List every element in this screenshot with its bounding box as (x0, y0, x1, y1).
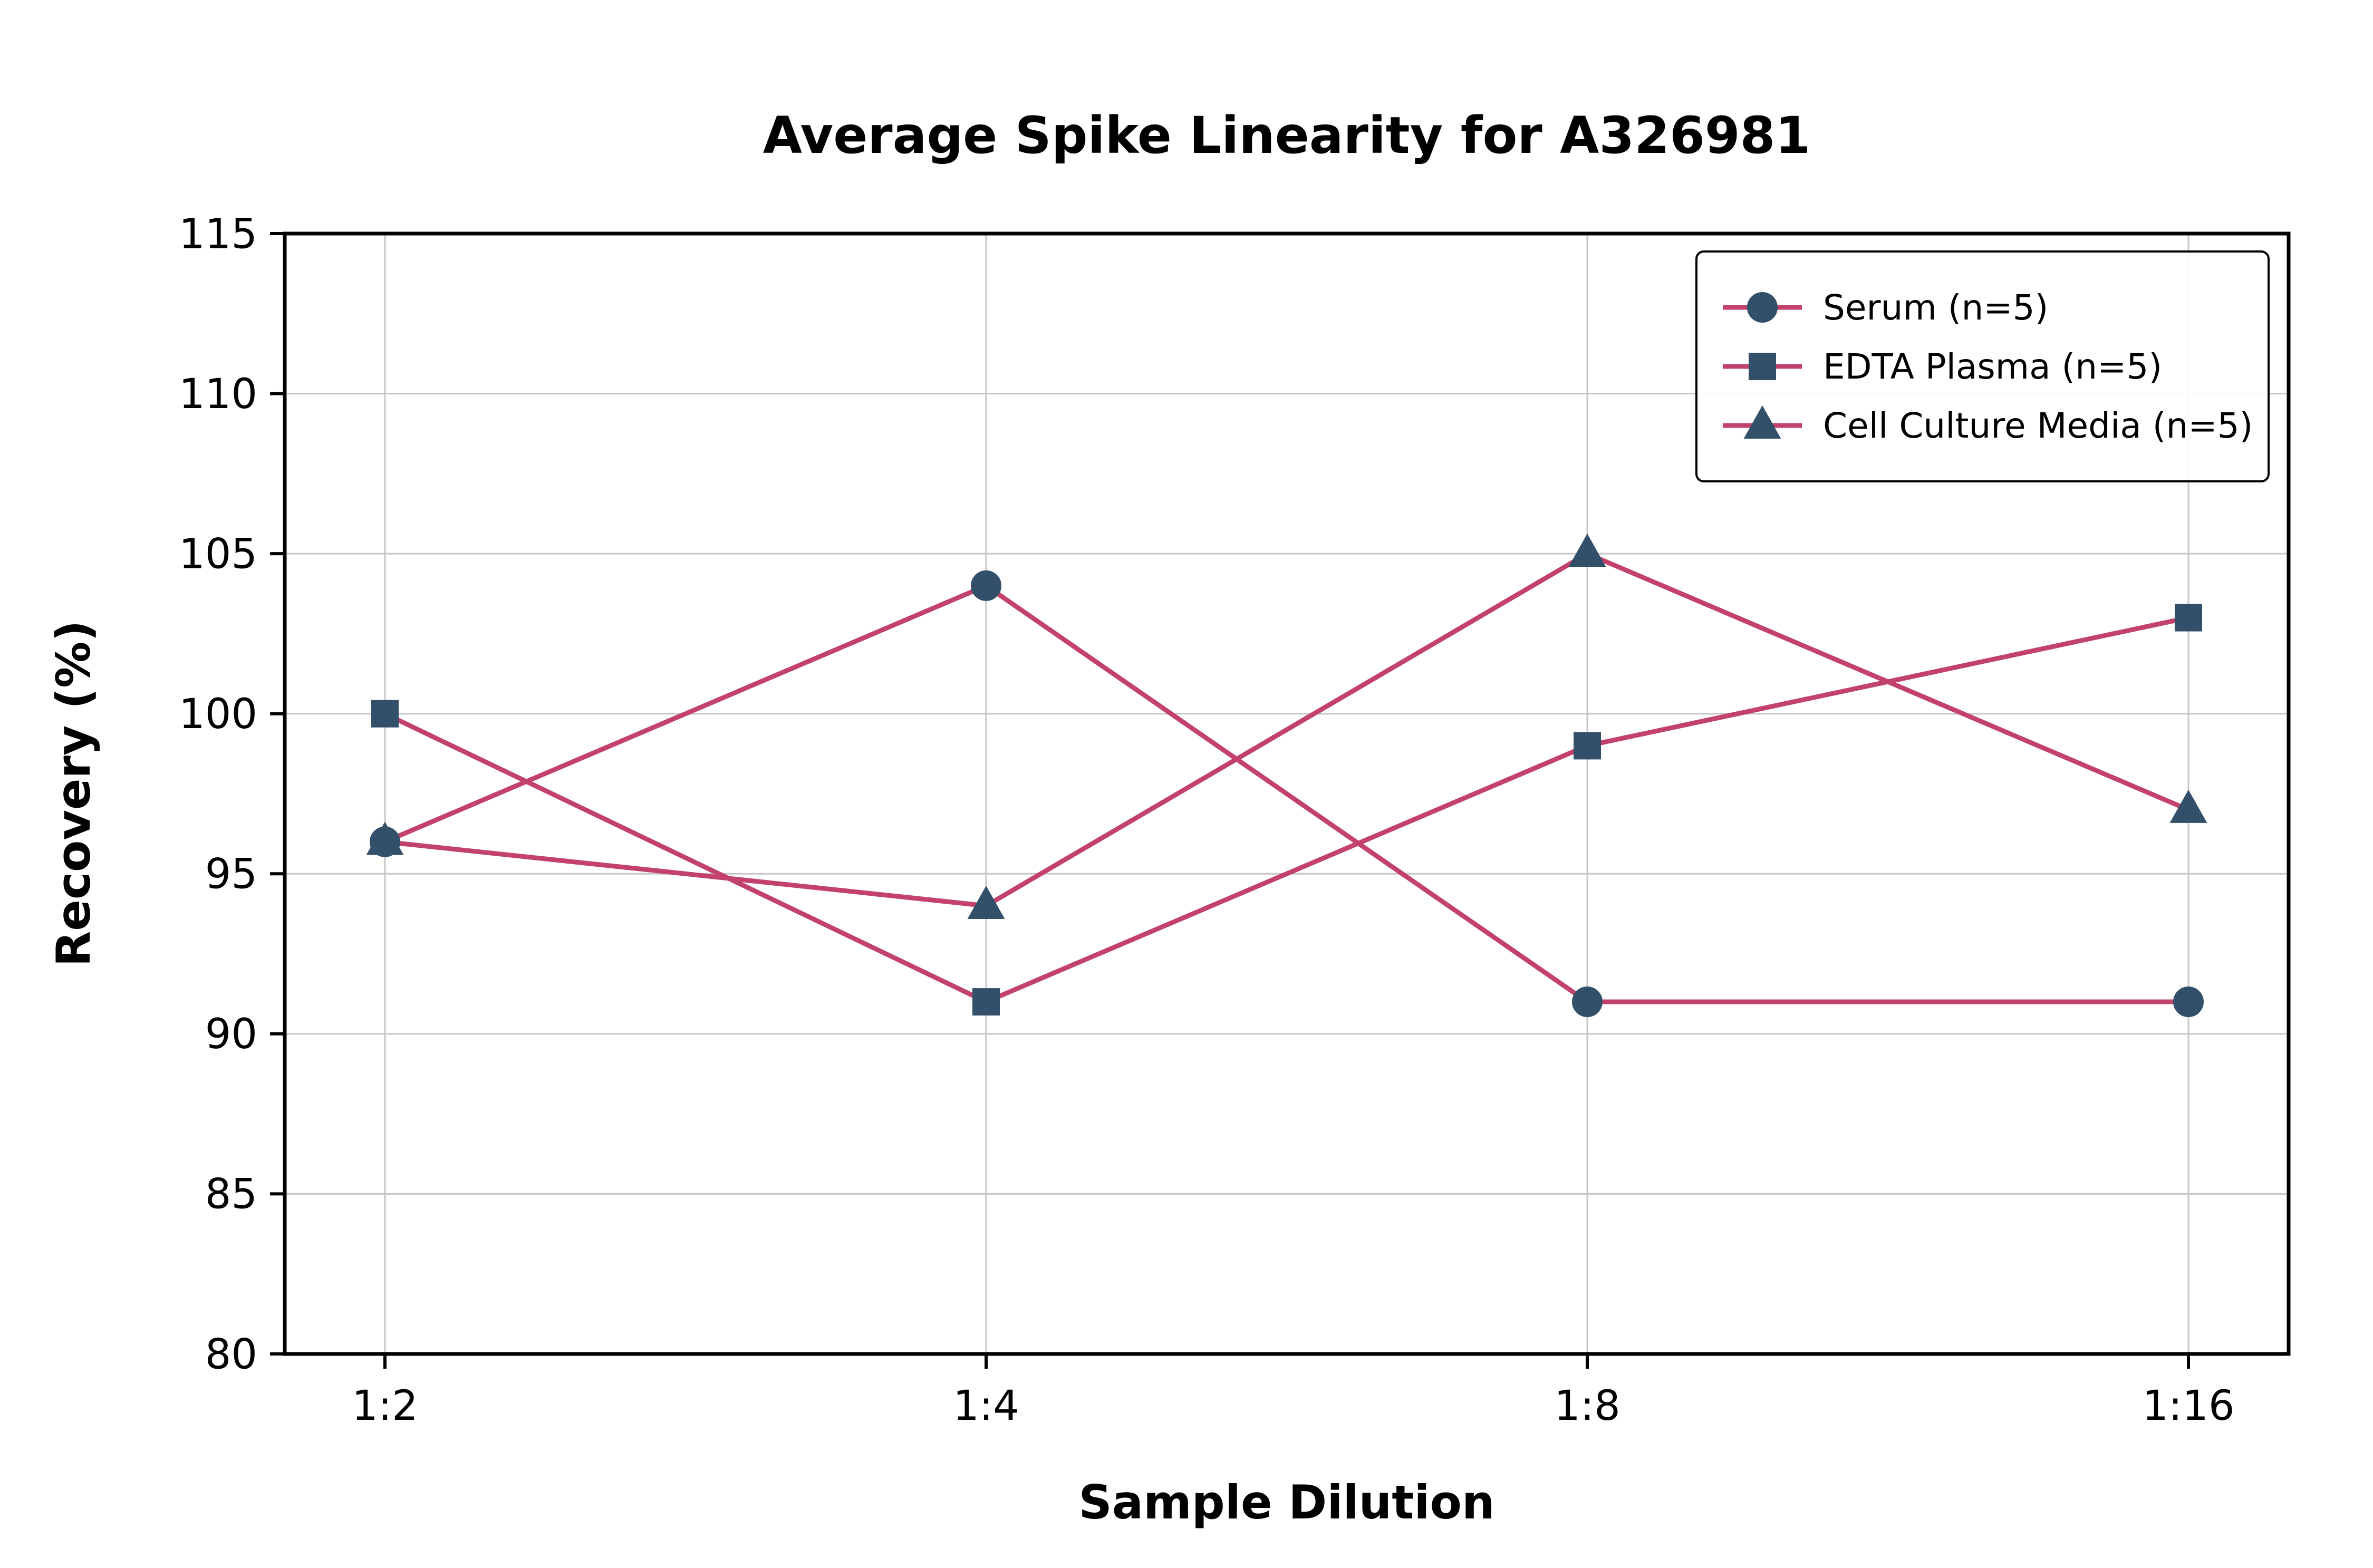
data-point-marker (967, 885, 1005, 919)
data-point-marker (971, 570, 1001, 601)
data-point-marker (972, 988, 1000, 1016)
y-tick-label: 110 (179, 371, 257, 418)
data-point-marker (366, 821, 404, 855)
legend-marker-square (1749, 353, 1776, 380)
y-tick-label: 85 (205, 1171, 257, 1218)
legend: Serum (n=5) EDTA Plasma (n=5) Cell Culture… (1695, 250, 2270, 482)
x-axis-label: Sample Dilution (1078, 1475, 1494, 1530)
series-line-0 (382, 583, 2191, 1004)
y-tick-label: 100 (179, 691, 257, 738)
chart-title: Average Spike Linearity for A326981 (763, 106, 1811, 165)
legend-entry-label: EDTA Plasma (n=5) (1823, 346, 2162, 387)
x-tick-label: 1:2 (352, 1382, 418, 1430)
y-tick-label: 105 (179, 530, 257, 578)
x-tick-label: 1:16 (2142, 1382, 2234, 1430)
axes-frame (283, 231, 2291, 1356)
legend-marker-triangle (1743, 405, 1781, 439)
legend-marker-circle (1747, 292, 1778, 323)
x-tick-label: 1:4 (953, 1382, 1019, 1430)
y-tick-label: 95 (205, 851, 257, 898)
y-tick-label: 80 (205, 1331, 257, 1378)
legend-box (1695, 250, 2270, 482)
y-tick-label: 115 (179, 210, 257, 258)
series-line-1 (382, 615, 2191, 1004)
x-tick-label: 1:8 (1554, 1382, 1620, 1430)
data-point-marker (2175, 604, 2202, 632)
y-axis-label: Recovery (%) (46, 620, 101, 966)
series-line-2 (382, 551, 2191, 908)
data-point-marker (1574, 732, 1601, 760)
data-point-marker (2173, 986, 2204, 1018)
legend-entry-label: Cell Culture Media (n=5) (1823, 405, 2253, 446)
data-point-marker (1568, 534, 1606, 567)
data-point-marker (371, 700, 399, 728)
y-tick-label: 90 (205, 1011, 257, 1058)
legend-entry-label: Serum (n=5) (1823, 287, 2048, 328)
data-point-marker (1572, 986, 1603, 1018)
data-point-marker (2169, 789, 2207, 823)
